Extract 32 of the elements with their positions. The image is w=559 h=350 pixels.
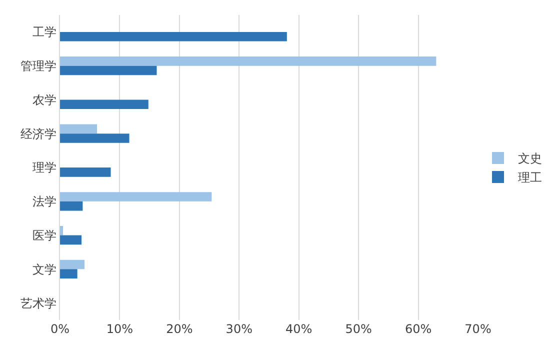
bar — [60, 226, 63, 236]
x-tick-label: 0% — [50, 322, 70, 336]
y-tick-label: 法学 — [32, 194, 57, 209]
y-tick-label: 工学 — [32, 25, 57, 40]
x-tick-label: 10% — [106, 322, 134, 336]
y-tick-label: 文学 — [32, 262, 57, 276]
bar — [60, 269, 78, 278]
bar — [60, 66, 157, 76]
y-tick-label: 农学 — [32, 92, 57, 107]
y-tick-label: 管理学 — [20, 59, 57, 74]
bar — [60, 100, 148, 110]
legend-label: 文史 — [518, 152, 542, 166]
bar — [60, 260, 84, 270]
bar — [60, 134, 130, 143]
bar — [60, 168, 111, 177]
bar — [60, 124, 98, 134]
bar — [60, 235, 82, 245]
y-tick-label: 医学 — [32, 228, 57, 242]
x-tick-label: 20% — [166, 322, 193, 336]
x-tick-label: 70% — [464, 322, 492, 336]
y-tick-label: 艺术学 — [20, 296, 57, 310]
y-tick-label: 理学 — [32, 160, 57, 175]
bar — [60, 32, 287, 42]
x-tick-label: 60% — [404, 322, 432, 336]
x-tick-label: 30% — [226, 322, 252, 336]
y-tick-label: 经济学 — [20, 126, 57, 141]
x-tick-label: 40% — [286, 322, 312, 336]
x-tick-label: 50% — [345, 322, 372, 336]
bar — [60, 192, 212, 202]
bar — [60, 201, 83, 211]
bar — [60, 56, 436, 66]
legend-label: 理工 — [518, 170, 542, 185]
